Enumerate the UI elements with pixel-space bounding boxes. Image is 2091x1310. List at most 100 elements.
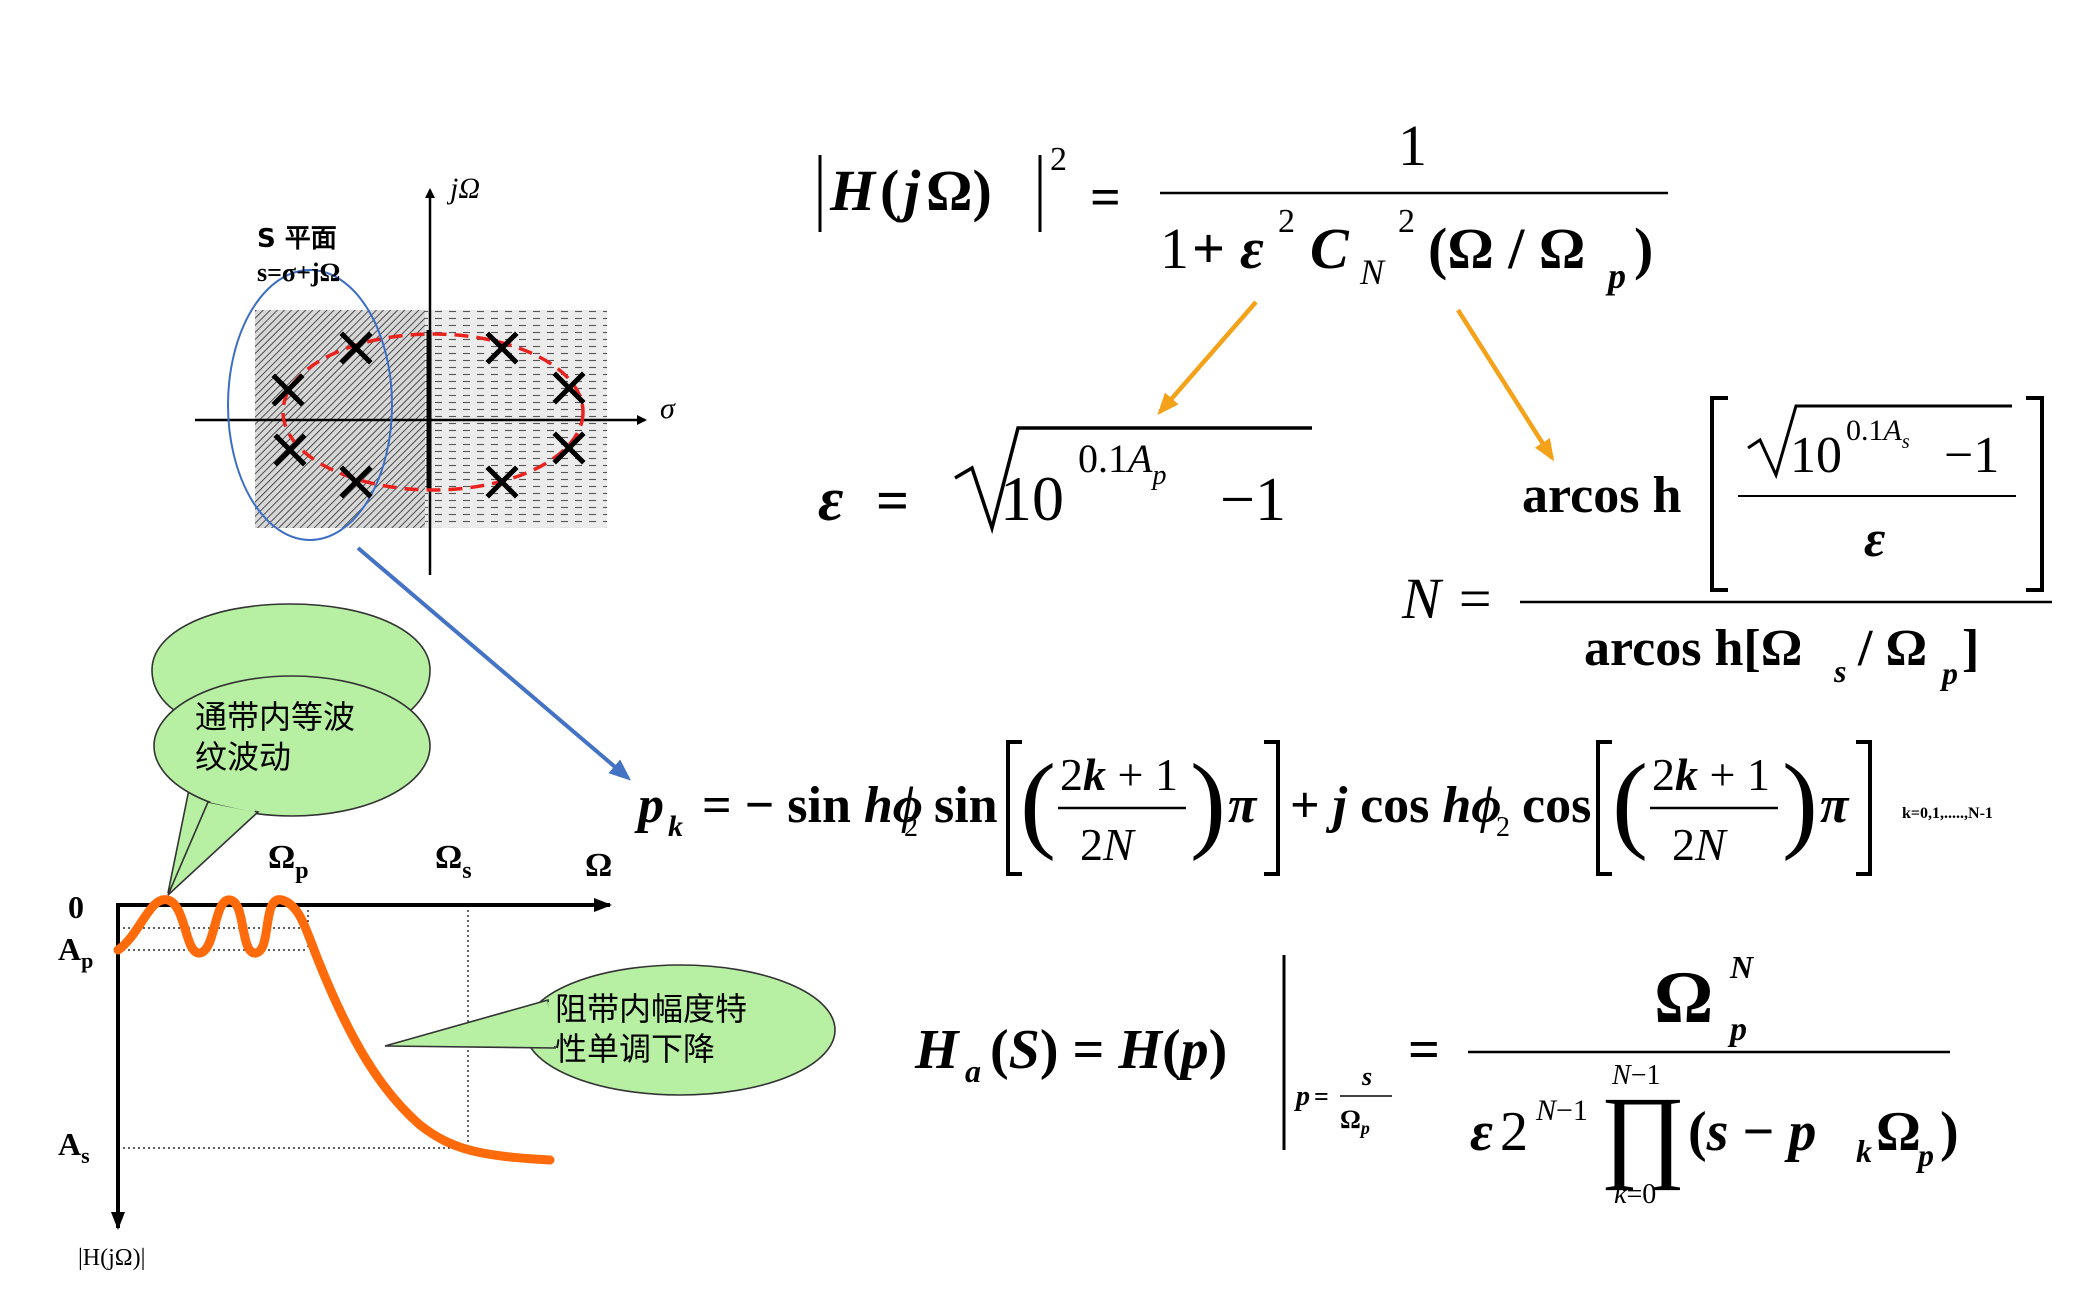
svg-text:sin: sin xyxy=(934,777,998,834)
svg-text:2k + 1: 2k + 1 xyxy=(1652,749,1770,800)
magnitude-curve xyxy=(113,895,555,1165)
pole-marker xyxy=(273,433,307,467)
pole-marker xyxy=(552,431,586,465)
passband-callout-line1: 通带内等波 xyxy=(195,698,355,736)
svg-text:(S) = H(p): (S) = H(p) xyxy=(990,1019,1227,1081)
svg-text:2N: 2N xyxy=(1672,819,1728,870)
magnitude-squared-formula: H ( j Ω) 2 = 1 1 + ε 2 C N 2 (Ω / Ω p ) xyxy=(818,113,1668,296)
arcosh-denominator: arcos h[Ω xyxy=(1584,620,1802,677)
svg-text:=: = xyxy=(1314,1082,1329,1111)
svg-text:∏: ∏ xyxy=(1600,1076,1686,1191)
pole-circle xyxy=(281,332,585,492)
ap-label: Ap xyxy=(58,931,93,973)
left-bracket xyxy=(1710,396,1728,592)
pole-location-formula: p k = − sin hϕ 2 sin ( 2k + 1 2N ) π + j… xyxy=(634,740,1993,876)
svg-text:N: N xyxy=(1729,949,1755,985)
right-bracket xyxy=(2026,396,2044,592)
stopband-callout-line1: 阻带内幅度特 xyxy=(555,990,747,1028)
svg-text:N−1: N−1 xyxy=(1535,1094,1588,1127)
pole-marker xyxy=(271,373,305,407)
svg-text:0.1Ap: 0.1Ap xyxy=(1078,436,1166,491)
svg-text:(s − p: (s − p xyxy=(1688,1101,1816,1163)
svg-text:p: p xyxy=(1939,655,1958,691)
omega-axis-label: Ω xyxy=(585,847,612,884)
svg-text:2N: 2N xyxy=(1080,819,1136,870)
svg-text:= − sin hϕ: = − sin hϕ xyxy=(702,777,923,834)
svg-text:k: k xyxy=(668,810,683,843)
svg-text:=: = xyxy=(876,468,909,533)
svg-text:ε: ε xyxy=(818,466,843,534)
zero-label: 0 xyxy=(68,889,84,925)
svg-text:ε: ε xyxy=(1240,216,1264,281)
pole-marker xyxy=(485,465,519,499)
svg-text:N−1: N−1 xyxy=(1611,1060,1660,1091)
pole-marker xyxy=(485,331,519,365)
svg-text:+ j cos hϕ: + j cos hϕ xyxy=(1290,777,1501,834)
left-poles-ellipse xyxy=(227,269,393,541)
svg-text:p: p xyxy=(634,777,664,834)
pole-marker xyxy=(552,371,586,405)
svg-text:0.1As: 0.1As xyxy=(1846,414,1910,453)
passband-callout: 通带内等波 纹波动 xyxy=(151,603,431,896)
pk-index-range: k=0,1,.....,N-1 xyxy=(1902,805,1993,822)
svg-text:Ω: Ω xyxy=(1654,957,1713,1039)
svg-text:H: H xyxy=(829,158,877,223)
svg-text:): ) xyxy=(1190,743,1226,862)
svg-text:1: 1 xyxy=(1160,216,1189,281)
svg-text:π: π xyxy=(1820,777,1850,834)
svg-text:): ) xyxy=(1634,216,1653,281)
pole-marker xyxy=(339,331,373,365)
svg-text:C: C xyxy=(1310,216,1350,281)
svg-text:+: + xyxy=(1192,216,1225,281)
sqrt-sign xyxy=(1747,404,2012,480)
svg-text:j: j xyxy=(896,158,921,223)
svg-text:a: a xyxy=(965,1053,981,1089)
svg-text:(Ω / Ω: (Ω / Ω xyxy=(1428,216,1585,281)
svg-text:k: k xyxy=(1856,1133,1872,1169)
numerator-one: 1 xyxy=(1398,113,1427,178)
svg-text:(: ( xyxy=(1612,743,1648,862)
sigma-axis-label: σ xyxy=(660,392,676,425)
sqrt-sign xyxy=(954,426,1312,535)
s-plane-definition: s=σ+jΩ xyxy=(257,258,340,287)
svg-text:ε: ε xyxy=(1470,1101,1493,1163)
svg-text:p: p xyxy=(1727,1011,1747,1048)
svg-text:10: 10 xyxy=(1790,427,1842,484)
svg-text:2: 2 xyxy=(1278,203,1295,240)
s-plane-title: S 平面 xyxy=(257,224,337,254)
pole-marker xyxy=(339,465,373,499)
j-omega-axis-label: jΩ xyxy=(446,172,480,205)
as-label: As xyxy=(58,1126,90,1168)
y-axis-label: |H(jΩ)| xyxy=(78,1245,145,1271)
svg-text:2: 2 xyxy=(1496,812,1510,843)
svg-text:k=0: k=0 xyxy=(1614,1179,1656,1210)
to-epsilon-arrow xyxy=(1157,300,1258,416)
svg-text:2: 2 xyxy=(904,812,918,843)
svg-text:Ω: Ω xyxy=(1876,1101,1921,1163)
epsilon-formula: ε = 10 0.1Ap −1 xyxy=(818,426,1312,535)
svg-text:N: N xyxy=(1359,252,1386,292)
callout-tail xyxy=(384,998,556,1049)
svg-text:π: π xyxy=(1228,777,1258,834)
stopband-callout: 阻带内幅度特 性单调下降 xyxy=(384,964,836,1096)
svg-text:Ωp: Ωp xyxy=(1340,1105,1370,1138)
svg-text:p: p xyxy=(1915,1137,1934,1173)
svg-text:(: ( xyxy=(1020,743,1056,862)
order-formula: N = arcos h 10 0.1As −1 ε arcos h[Ω s / … xyxy=(1401,396,2052,691)
svg-text:H: H xyxy=(914,1019,960,1081)
to-order-arrow xyxy=(1456,308,1555,462)
svg-text:): ) xyxy=(1782,743,1818,862)
svg-text:Ω): Ω) xyxy=(926,158,992,223)
omega-p-label: Ωp xyxy=(268,839,309,884)
svg-text:p: p xyxy=(1294,1081,1310,1112)
stopband-callout-line2: 性单调下降 xyxy=(555,1030,715,1068)
callout-bubble-body xyxy=(153,675,431,817)
arcosh-numerator: arcos h xyxy=(1522,467,1681,524)
svg-text:2: 2 xyxy=(1500,1101,1528,1163)
svg-text:(: ( xyxy=(880,158,899,223)
svg-text:p: p xyxy=(1605,256,1626,296)
svg-text:/ Ω: / Ω xyxy=(1857,620,1927,677)
pole-markers xyxy=(271,331,586,499)
svg-text:s: s xyxy=(1833,653,1846,689)
